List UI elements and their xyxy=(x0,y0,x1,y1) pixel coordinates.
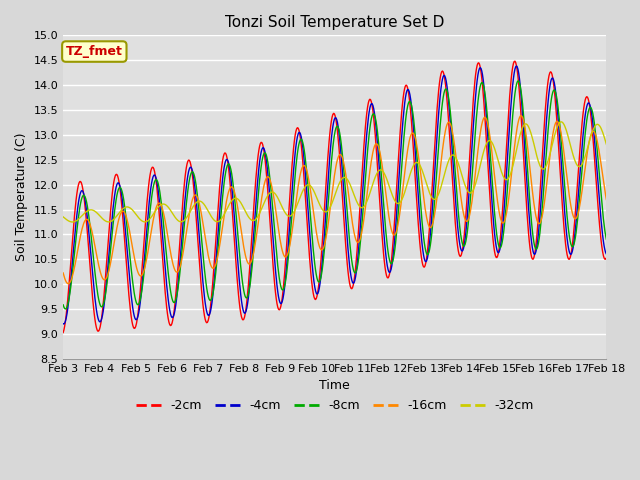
Y-axis label: Soil Temperature (C): Soil Temperature (C) xyxy=(15,133,28,262)
Text: TZ_fmet: TZ_fmet xyxy=(66,45,123,58)
Legend: -2cm, -4cm, -8cm, -16cm, -32cm: -2cm, -4cm, -8cm, -16cm, -32cm xyxy=(131,395,539,418)
X-axis label: Time: Time xyxy=(319,379,350,392)
Title: Tonzi Soil Temperature Set D: Tonzi Soil Temperature Set D xyxy=(225,15,444,30)
